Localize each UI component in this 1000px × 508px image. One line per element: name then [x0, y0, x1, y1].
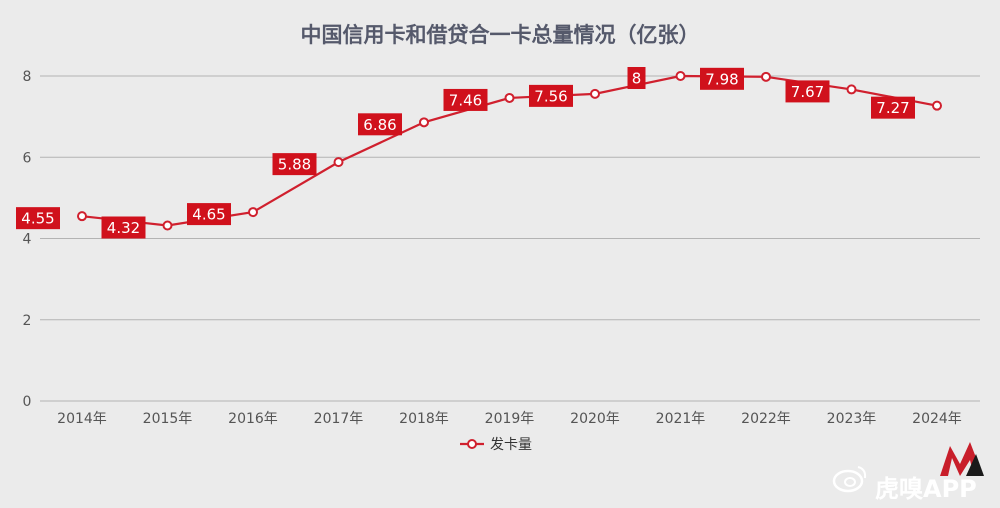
- data-label-text: 4.32: [107, 219, 140, 237]
- data-label: 7.98: [700, 67, 744, 90]
- data-label: 5.88: [272, 153, 317, 176]
- data-label: 4.32: [101, 216, 146, 239]
- data-label: 6.86: [358, 113, 402, 136]
- data-label-text: 4.65: [192, 206, 225, 224]
- data-label-box: [871, 96, 915, 119]
- data-label: 7.46: [443, 88, 488, 111]
- data-label-box: [358, 113, 402, 136]
- y-axis-ticks: 0 2 4 6 8: [23, 69, 32, 410]
- data-label: 7.56: [529, 84, 573, 107]
- data-label-text: 5.88: [278, 156, 311, 174]
- data-label: 8: [627, 67, 646, 89]
- x-tick-label: 2019年: [485, 411, 535, 427]
- x-tick-label: 2015年: [143, 411, 193, 427]
- data-label-text: 7.27: [876, 99, 909, 117]
- data-label-box: [101, 216, 146, 239]
- y-tick-label: 4: [23, 232, 32, 248]
- x-tick-label: 2024年: [912, 411, 962, 427]
- data-point[interactable]: [675, 71, 686, 81]
- chart-title: 中国信用卡和借贷合一卡总量情况（亿张）: [301, 23, 700, 47]
- gridlines: [40, 75, 980, 402]
- x-tick-label: 2014年: [57, 411, 107, 427]
- data-label-box: [529, 84, 573, 107]
- data-label-box: [785, 80, 830, 103]
- weibo-logo-icon: [832, 466, 867, 493]
- x-tick-label: 2022年: [741, 411, 791, 427]
- x-tick-label: 2016年: [228, 411, 278, 427]
- data-labels-layer: 4.55 4.32 4.65 5.88 6.86 7.46 7.56 8 7.98 7.67 7.2…: [16, 67, 915, 239]
- watermark-text: 虎嗅APP: [875, 475, 977, 503]
- data-label-box: [700, 67, 744, 90]
- x-tick-label: 2017年: [314, 411, 364, 427]
- data-point[interactable]: [504, 92, 515, 103]
- data-label-box: [16, 207, 60, 230]
- x-axis-ticks: 2014年 2015年 2016年 2017年 2018年 2019年 2020年 2021年…: [57, 411, 962, 427]
- data-point[interactable]: [333, 157, 344, 168]
- x-tick-label: 2018年: [399, 411, 449, 427]
- y-tick-label: 2: [23, 313, 32, 329]
- y-tick-label: 8: [23, 69, 32, 85]
- data-label: 7.27: [871, 96, 915, 119]
- x-tick-label: 2023年: [827, 411, 877, 427]
- data-label-box: [443, 88, 488, 111]
- points-layer: [77, 71, 942, 231]
- data-point[interactable]: [77, 211, 87, 222]
- x-tick-label: 2020年: [570, 411, 620, 427]
- legend[interactable]: 发卡量: [460, 437, 532, 453]
- data-point[interactable]: [846, 84, 857, 95]
- data-label-text: 4.55: [21, 210, 54, 228]
- data-label: 4.55: [16, 207, 60, 230]
- data-point[interactable]: [761, 71, 771, 82]
- data-label-box: [627, 67, 646, 89]
- data-label-text: 6.86: [363, 116, 396, 134]
- watermark: 虎嗅APP: [832, 442, 984, 503]
- legend-marker-swatch: [467, 439, 477, 449]
- data-point[interactable]: [590, 88, 600, 99]
- legend-label: 发卡量: [490, 437, 532, 453]
- data-point[interactable]: [162, 220, 173, 231]
- data-label: 7.67: [785, 80, 830, 103]
- data-label-text: 7.98: [705, 70, 738, 88]
- data-label-text: 8: [632, 70, 642, 88]
- data-point[interactable]: [419, 117, 429, 128]
- data-label: 4.65: [187, 203, 231, 226]
- huxiu-logo-icon: [940, 442, 984, 476]
- data-label-text: 7.67: [791, 83, 824, 101]
- data-label-box: [272, 153, 317, 176]
- data-point[interactable]: [932, 100, 942, 111]
- x-tick-label: 2021年: [656, 411, 706, 427]
- data-label-text: 7.46: [449, 91, 482, 109]
- data-label-text: 7.56: [534, 87, 567, 105]
- y-tick-label: 6: [23, 150, 32, 166]
- data-point[interactable]: [248, 207, 258, 218]
- data-label-box: [187, 203, 231, 226]
- y-tick-label: 0: [23, 394, 32, 410]
